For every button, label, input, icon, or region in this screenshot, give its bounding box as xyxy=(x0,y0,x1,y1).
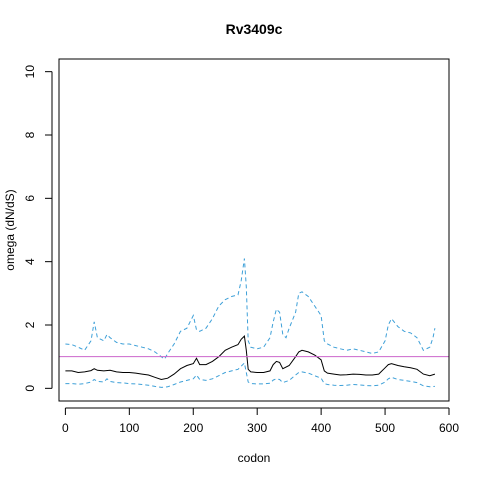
y-tick-label: 10 xyxy=(23,65,37,79)
plot-area xyxy=(59,258,449,388)
x-axis-label: codon xyxy=(238,451,271,465)
series-line-3 xyxy=(65,361,435,388)
x-tick-label: 300 xyxy=(247,421,267,435)
y-axis-label: omega (dN/dS) xyxy=(3,189,17,270)
chart-title: Rv3409c xyxy=(226,21,283,37)
x-tick-label: 100 xyxy=(119,421,139,435)
x-tick-label: 200 xyxy=(183,421,203,435)
series-layer xyxy=(65,258,436,388)
x-tick-label: 600 xyxy=(439,421,459,435)
y-tick-label: 6 xyxy=(23,195,37,202)
x-tick-label: 0 xyxy=(62,421,69,435)
y-tick-label: 2 xyxy=(23,321,37,328)
x-tick-label: 400 xyxy=(311,421,331,435)
y-tick-label: 4 xyxy=(23,258,37,265)
y-tick-label: 0 xyxy=(23,385,37,392)
series-line-2 xyxy=(65,335,436,381)
y-tick-label: 8 xyxy=(23,131,37,138)
plot-frame xyxy=(58,58,450,402)
x-tick-label: 500 xyxy=(375,421,395,435)
y-axis: 0 2 4 6 8 10 xyxy=(23,65,53,392)
x-axis: 0 100 200 300 400 500 600 xyxy=(62,407,459,435)
series-line-1 xyxy=(65,258,436,360)
